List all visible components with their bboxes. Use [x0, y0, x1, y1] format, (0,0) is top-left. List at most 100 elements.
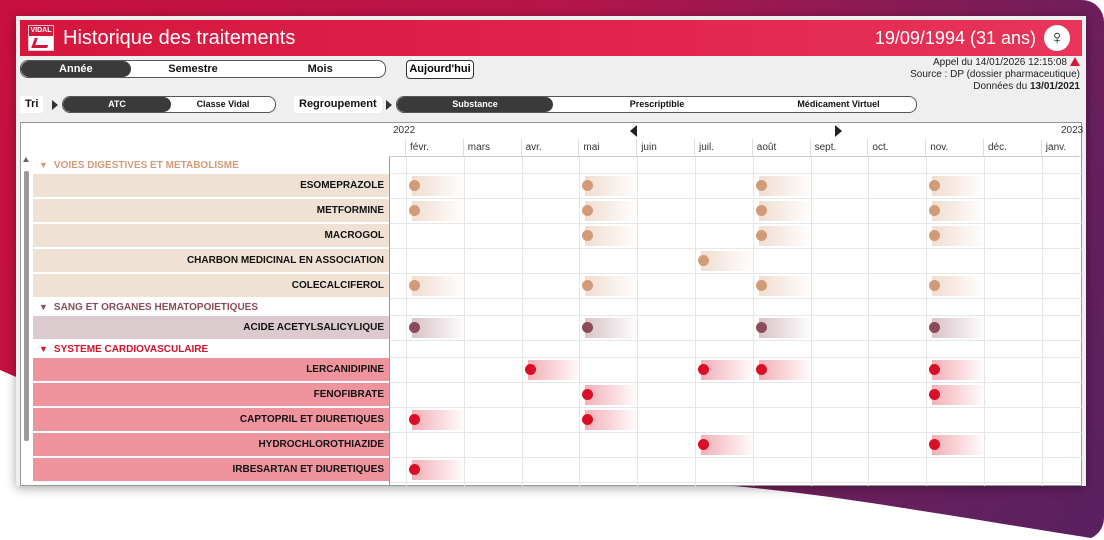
- treatment-duration-bar[interactable]: [585, 385, 640, 405]
- treatment-duration-bar[interactable]: [585, 276, 640, 296]
- treatment-duration-bar[interactable]: [585, 318, 640, 338]
- dispensation-marker[interactable]: [929, 389, 941, 400]
- treatment-duration-bar[interactable]: [701, 251, 755, 271]
- dispensation-marker[interactable]: [698, 255, 709, 266]
- tri-atc-button[interactable]: ATC: [63, 97, 171, 112]
- treatment-duration-bar[interactable]: [758, 276, 813, 296]
- dispensation-marker[interactable]: [582, 389, 594, 400]
- treatment-duration-bar[interactable]: [758, 176, 813, 196]
- drug-row-label[interactable]: CAPTOPRIL ET DIURETIQUES: [33, 408, 389, 432]
- dispensation-marker[interactable]: [929, 205, 941, 216]
- collapse-triangle-icon[interactable]: ▼: [39, 344, 48, 354]
- treatment-duration-bar[interactable]: [932, 176, 987, 196]
- dispensation-marker[interactable]: [755, 322, 767, 333]
- drug-row-label[interactable]: FENOFIBRATE: [33, 383, 389, 407]
- month-gridline: [463, 157, 465, 486]
- treatment-duration-bar[interactable]: [758, 360, 813, 380]
- month-gridline: [695, 157, 696, 486]
- atc-group-header[interactable]: ▼ SYSTEME CARDIOVASCULAIRE: [33, 341, 389, 357]
- dispensation-marker[interactable]: [582, 230, 594, 241]
- dispensation-marker[interactable]: [698, 439, 709, 450]
- scrollbar-thumb[interactable]: [24, 171, 29, 441]
- dispensation-marker[interactable]: [755, 205, 767, 216]
- dispensation-marker[interactable]: [582, 280, 594, 291]
- treatment-duration-bar[interactable]: [701, 435, 755, 455]
- today-button[interactable]: Aujourd'hui: [406, 60, 474, 79]
- regroupement-substance-button[interactable]: Substance: [397, 97, 553, 112]
- month-label: mars: [462, 139, 521, 157]
- dispensation-marker[interactable]: [582, 322, 594, 333]
- row-gridline: [390, 382, 1084, 383]
- treatment-duration-bar[interactable]: [585, 201, 640, 221]
- drug-row-label[interactable]: METFORMINE: [33, 199, 389, 223]
- atc-group-header[interactable]: ▼ SANG ET ORGANES HEMATOPOIETIQUES: [33, 299, 389, 315]
- treatment-duration-bar[interactable]: [932, 276, 987, 296]
- treatment-duration-bar[interactable]: [585, 226, 640, 246]
- regroupement-prescriptible-button[interactable]: Prescriptible: [629, 99, 685, 109]
- dispensation-marker[interactable]: [582, 205, 594, 216]
- tri-classe-vidal-button[interactable]: Classe Vidal: [196, 99, 250, 109]
- dispensation-marker[interactable]: [929, 364, 941, 375]
- treatment-duration-bar[interactable]: [412, 176, 466, 196]
- treatment-duration-bar[interactable]: [585, 410, 640, 430]
- month-label: juil.: [694, 139, 752, 157]
- drug-row-label[interactable]: IRBESARTAN ET DIURETIQUES: [33, 458, 389, 482]
- treatment-duration-bar[interactable]: [412, 460, 466, 480]
- dispensation-marker[interactable]: [755, 280, 767, 291]
- dispensation-marker[interactable]: [524, 364, 536, 375]
- drug-row-label[interactable]: MACROGOL: [33, 224, 389, 248]
- next-arrow-icon[interactable]: [835, 125, 842, 137]
- treatment-duration-bar[interactable]: [412, 201, 466, 221]
- period-mois-button[interactable]: Mois: [307, 63, 333, 75]
- dispensation-marker[interactable]: [409, 464, 420, 475]
- treatment-duration-bar[interactable]: [758, 201, 813, 221]
- collapse-triangle-icon[interactable]: ▼: [39, 302, 48, 312]
- treatment-duration-bar[interactable]: [932, 360, 987, 380]
- dispensation-marker[interactable]: [409, 180, 420, 191]
- dispensation-marker[interactable]: [409, 322, 420, 333]
- dispensation-marker[interactable]: [929, 439, 941, 450]
- treatment-duration-bar[interactable]: [701, 360, 755, 380]
- dispensation-marker[interactable]: [929, 230, 941, 241]
- dispensation-marker[interactable]: [929, 180, 941, 191]
- treatment-duration-bar[interactable]: [932, 435, 987, 455]
- dispensation-marker[interactable]: [409, 205, 420, 216]
- regroupement-medicament-virtuel-button[interactable]: Médicament Virtuel: [797, 99, 880, 109]
- collapse-triangle-icon[interactable]: ▼: [39, 160, 48, 170]
- period-semestre-button[interactable]: Semestre: [168, 63, 218, 75]
- drug-row-label[interactable]: CHARBON MEDICINAL EN ASSOCIATION: [33, 249, 389, 273]
- drug-row-label[interactable]: HYDROCHLOROTHIAZIDE: [33, 433, 389, 457]
- treatment-duration-bar[interactable]: [758, 226, 813, 246]
- treatment-duration-bar[interactable]: [412, 318, 466, 338]
- warning-icon[interactable]: [1070, 57, 1080, 66]
- dispensation-marker[interactable]: [582, 180, 594, 191]
- treatment-duration-bar[interactable]: [412, 410, 466, 430]
- previous-arrow-icon[interactable]: [630, 125, 637, 137]
- treatment-duration-bar[interactable]: [412, 276, 466, 296]
- treatment-duration-bar[interactable]: [932, 318, 987, 338]
- dispensation-marker[interactable]: [755, 364, 767, 375]
- treatment-duration-bar[interactable]: [527, 360, 582, 380]
- month-gridline: [868, 157, 870, 486]
- treatment-duration-bar[interactable]: [758, 318, 813, 338]
- treatment-duration-bar[interactable]: [932, 226, 987, 246]
- dispensation-marker[interactable]: [409, 280, 420, 291]
- drug-row-label[interactable]: ACIDE ACETYLSALICYLIQUE: [33, 316, 389, 340]
- drug-row-label[interactable]: LERCANIDIPINE: [33, 358, 389, 382]
- dispensation-marker[interactable]: [929, 280, 941, 291]
- drug-row-label[interactable]: ESOMEPRAZOLE: [33, 174, 389, 198]
- dispensation-marker[interactable]: [409, 414, 420, 425]
- dispensation-marker[interactable]: [755, 230, 767, 241]
- dispensation-marker[interactable]: [755, 180, 767, 191]
- regroupement-label: Regroupement: [294, 96, 382, 113]
- treatment-duration-bar[interactable]: [932, 385, 987, 405]
- period-annee-button[interactable]: Année: [21, 61, 131, 77]
- treatment-duration-bar[interactable]: [932, 201, 987, 221]
- drug-row-label[interactable]: COLECALCIFEROL: [33, 274, 389, 298]
- treatment-duration-bar[interactable]: [585, 176, 640, 196]
- dispensation-marker[interactable]: [698, 364, 709, 375]
- atc-group-header[interactable]: ▼ VOIES DIGESTIVES ET METABOLISME: [33, 157, 389, 173]
- dispensation-marker[interactable]: [582, 414, 594, 425]
- dispensation-marker[interactable]: [929, 322, 941, 333]
- scroll-up-icon[interactable]: [23, 157, 29, 162]
